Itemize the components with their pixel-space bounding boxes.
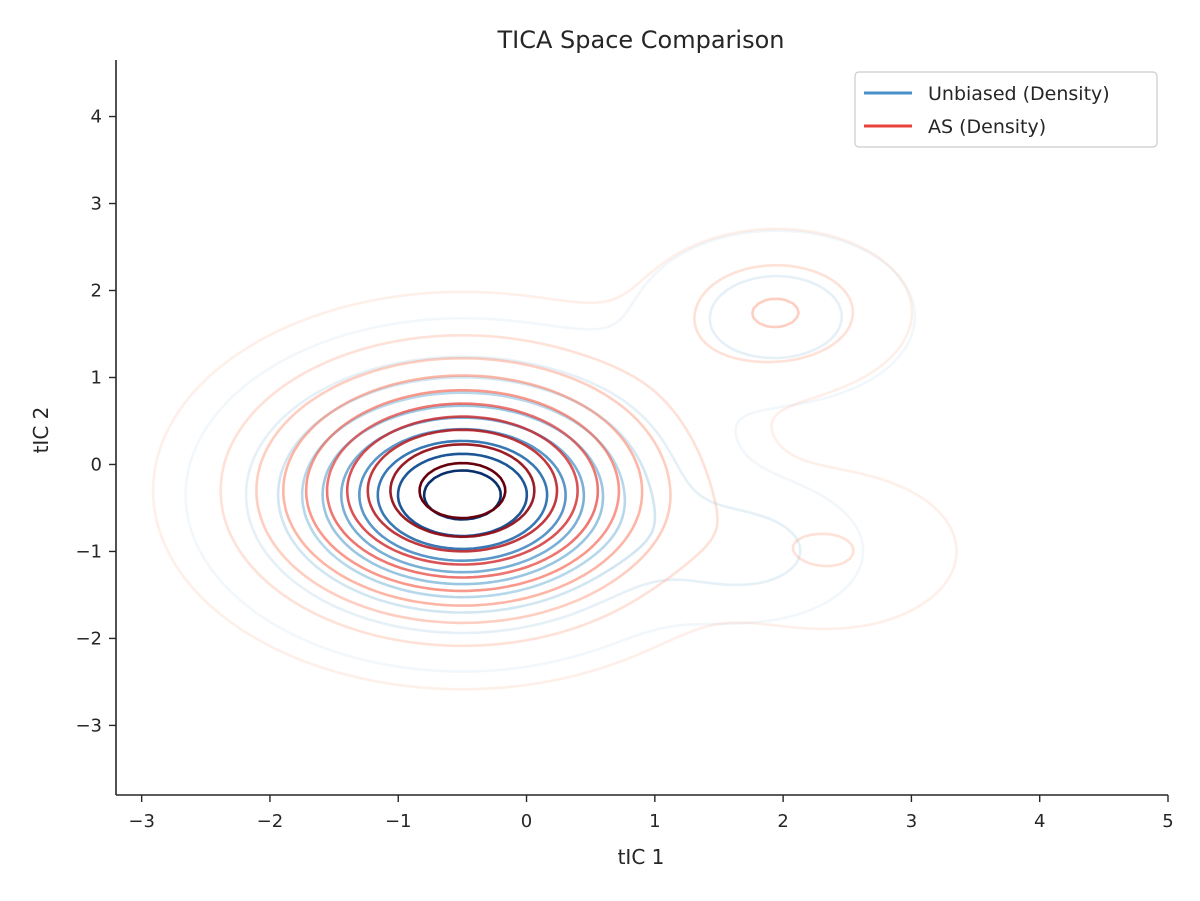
contour-level-1-8 xyxy=(389,443,536,539)
contour-level-0-1 xyxy=(244,274,844,635)
x-tick-label: 1 xyxy=(649,811,660,832)
contour-level-1-1 xyxy=(219,264,855,648)
contour-level-1-2 xyxy=(255,297,800,625)
axes: −3 −2 −1 0 1 2 3 4 5 −3 −2 −1 0 1 2 3 4 xyxy=(75,60,1174,832)
legend-label-as: AS (Density) xyxy=(928,116,1046,138)
y-tick-label: −2 xyxy=(75,628,102,649)
x-tick-label: −1 xyxy=(385,811,412,832)
y-tick-label: 3 xyxy=(91,194,102,215)
contour-level-1-6 xyxy=(345,415,579,566)
legend-frame xyxy=(854,71,1158,148)
contour-layer xyxy=(151,227,958,691)
x-tick-label: 3 xyxy=(906,811,917,832)
y-axis-label: tIC 2 xyxy=(29,407,53,454)
y-tick-label: −3 xyxy=(75,715,102,736)
contour-level-0-8 xyxy=(396,452,529,538)
legend: Unbiased (Density) AS (Density) xyxy=(854,71,1158,148)
chart-title: TICA Space Comparison xyxy=(496,26,784,54)
legend-label-unbiased: Unbiased (Density) xyxy=(928,83,1110,105)
y-tick-label: 1 xyxy=(91,367,102,388)
contour-level-1-0 xyxy=(151,227,958,691)
y-tick-label: 0 xyxy=(91,454,102,475)
contour-level-1-7 xyxy=(366,428,559,553)
x-tick-label: −3 xyxy=(128,811,155,832)
contour-level-0-7 xyxy=(376,439,549,551)
contour-level-0-0 xyxy=(184,229,917,673)
y-tick-label: −1 xyxy=(75,541,102,562)
y-tick-label: 2 xyxy=(91,281,102,302)
contour-level-1-9 xyxy=(418,461,507,520)
contour-series-1 xyxy=(151,227,958,691)
contour-level-1-4 xyxy=(304,388,621,593)
x-tick-label: 2 xyxy=(777,811,788,832)
x-axis-label: tIC 1 xyxy=(618,845,665,869)
x-tick-label: 5 xyxy=(1162,811,1173,832)
x-tick-label: 0 xyxy=(521,811,532,832)
contour-level-1-5 xyxy=(325,402,600,579)
y-tick-label: 4 xyxy=(91,107,102,128)
x-tick-label: 4 xyxy=(1034,811,1045,832)
contour-level-1-3 xyxy=(282,374,644,607)
x-tick-label: −2 xyxy=(257,811,284,832)
